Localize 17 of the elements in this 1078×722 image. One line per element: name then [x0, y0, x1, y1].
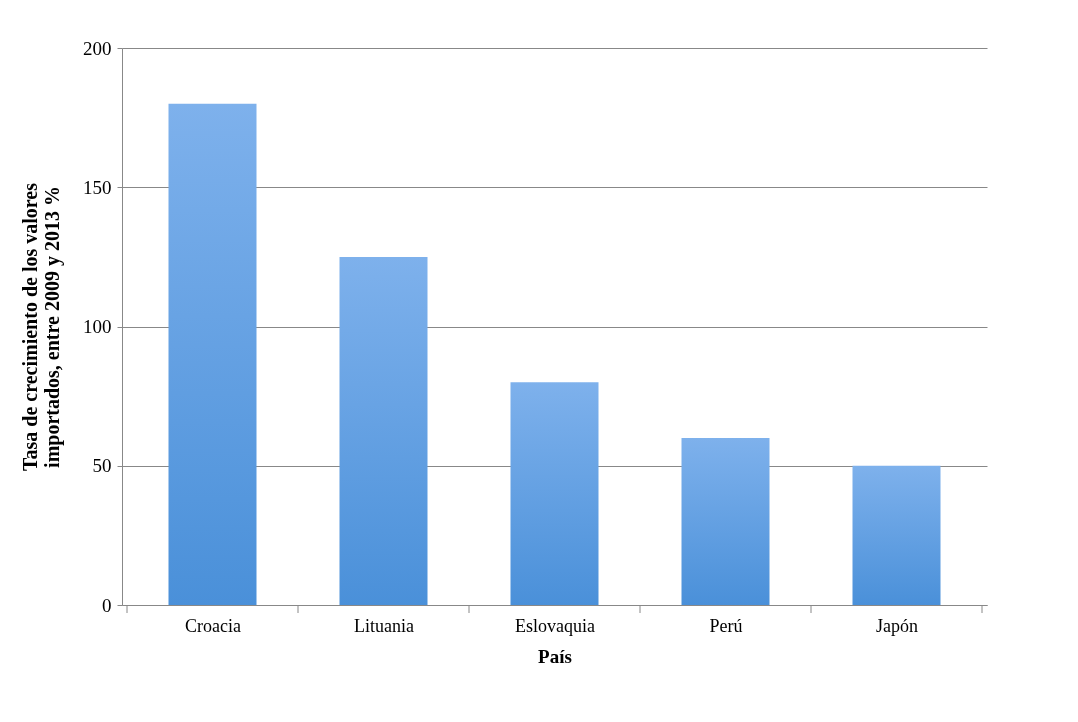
y-tick-label: 150	[83, 176, 112, 198]
y-tick-label: 100	[83, 316, 112, 337]
x-tick-label: Lituania	[354, 615, 414, 636]
bar	[168, 103, 257, 605]
x-tick-label: Eslovaquia	[515, 615, 595, 636]
y-tick-label: 0	[102, 594, 112, 616]
x-tick-label: Japón	[876, 615, 918, 636]
x-axis-title: País	[538, 645, 572, 667]
bar	[852, 465, 941, 605]
x-tick-label: Perú	[709, 615, 743, 636]
y-tick-label: 50	[92, 455, 112, 477]
y-tick-label: 200	[83, 37, 112, 59]
bar	[339, 256, 428, 605]
bar	[681, 437, 770, 605]
y-axis-title: Tasa de crecimiento de los valores importados, entre 2009 y 2013 %	[19, 182, 64, 471]
bar	[510, 382, 599, 605]
x-tick-label: Croacia	[185, 615, 241, 636]
